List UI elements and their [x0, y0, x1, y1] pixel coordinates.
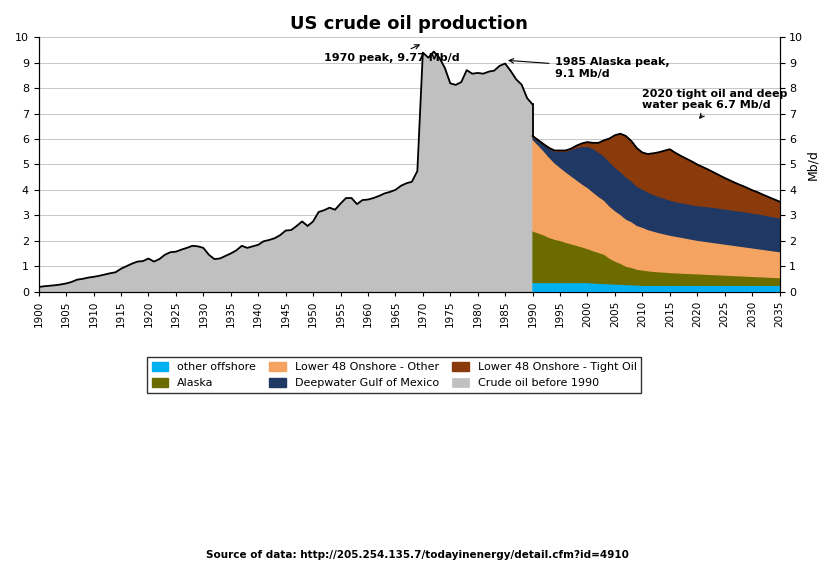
Text: 1970 peak, 9.77 Mb/d: 1970 peak, 9.77 Mb/d [324, 45, 460, 63]
Text: Source of data: http://205.254.135.7/todayinenergy/detail.cfm?id=4910: Source of data: http://205.254.135.7/tod… [205, 550, 629, 560]
Y-axis label: Mb/d: Mb/d [806, 149, 819, 180]
Text: 2020 tight oil and deep
water peak 6.7 Mb/d: 2020 tight oil and deep water peak 6.7 M… [642, 89, 787, 118]
Text: 1985 Alaska peak,
9.1 Mb/d: 1985 Alaska peak, 9.1 Mb/d [509, 57, 669, 79]
Legend: other offshore, Alaska, Lower 48 Onshore - Other, Deepwater Gulf of Mexico, Lowe: other offshore, Alaska, Lower 48 Onshore… [147, 357, 641, 393]
Title: US crude oil production: US crude oil production [290, 15, 528, 33]
